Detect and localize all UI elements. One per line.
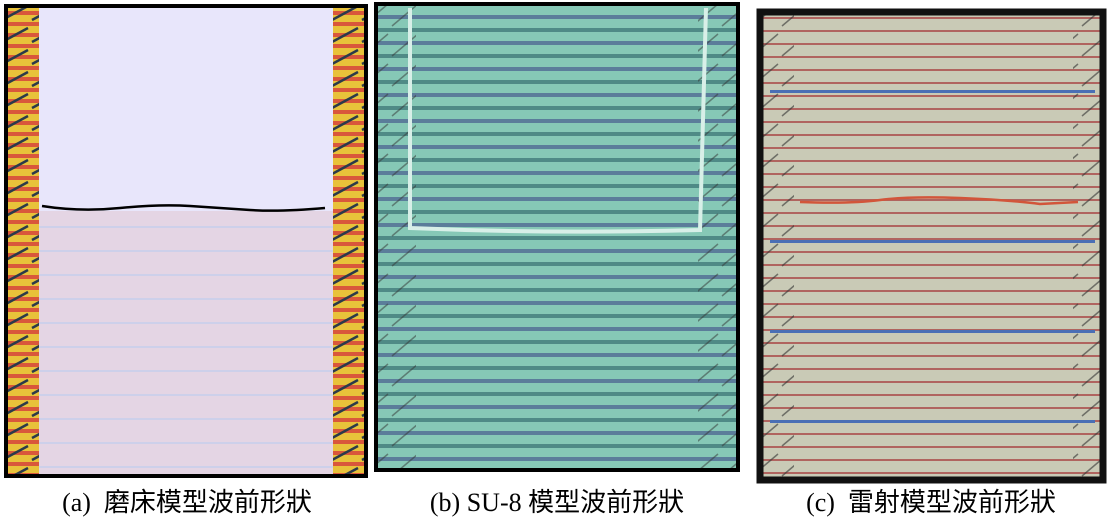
panel-a-image — [6, 6, 366, 476]
caption: (a) 磨床模型波前形狀 — [62, 488, 312, 517]
page: (a) 磨床模型波前形狀 (b) SU-8 模型波前形狀 (c) 雷射模型波前形… — [0, 0, 1110, 530]
panel-c-image — [760, 12, 1103, 480]
figure: (a) 磨床模型波前形狀 (b) SU-8 模型波前形狀 (c) 雷射模型波前形… — [0, 0, 1110, 530]
caption: (c) 雷射模型波前形狀 — [806, 488, 1056, 517]
caption: (b) SU-8 模型波前形狀 — [430, 488, 684, 517]
panel-b-image — [376, 4, 738, 470]
